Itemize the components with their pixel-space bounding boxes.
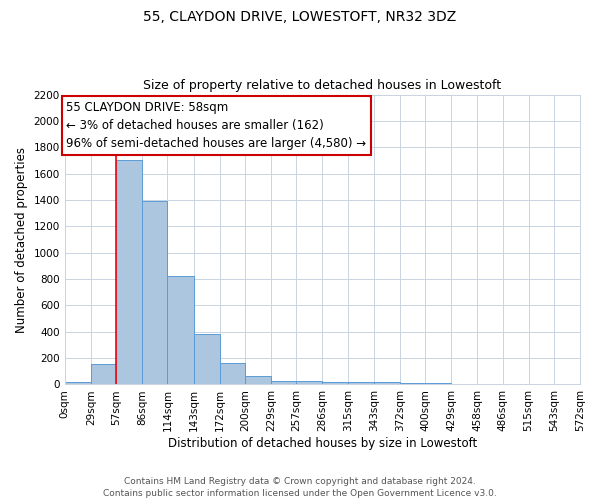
Text: Contains HM Land Registry data © Crown copyright and database right 2024.
Contai: Contains HM Land Registry data © Crown c… <box>103 476 497 498</box>
Bar <box>65 382 91 384</box>
Bar <box>91 364 116 384</box>
Bar <box>349 382 374 384</box>
Y-axis label: Number of detached properties: Number of detached properties <box>15 146 28 332</box>
Bar <box>271 381 296 384</box>
Bar <box>400 383 425 384</box>
Bar <box>425 383 451 384</box>
Bar <box>374 382 400 384</box>
Text: 55, CLAYDON DRIVE, LOWESTOFT, NR32 3DZ: 55, CLAYDON DRIVE, LOWESTOFT, NR32 3DZ <box>143 10 457 24</box>
Bar <box>193 334 220 384</box>
Title: Size of property relative to detached houses in Lowestoft: Size of property relative to detached ho… <box>143 79 502 92</box>
Text: 55 CLAYDON DRIVE: 58sqm
← 3% of detached houses are smaller (162)
96% of semi-de: 55 CLAYDON DRIVE: 58sqm ← 3% of detached… <box>67 101 367 150</box>
Bar <box>296 381 322 384</box>
X-axis label: Distribution of detached houses by size in Lowestoft: Distribution of detached houses by size … <box>168 437 477 450</box>
Bar <box>167 276 193 384</box>
Bar <box>220 362 245 384</box>
Bar <box>116 160 142 384</box>
Bar <box>322 382 349 384</box>
Bar <box>245 376 271 384</box>
Bar <box>142 202 167 384</box>
